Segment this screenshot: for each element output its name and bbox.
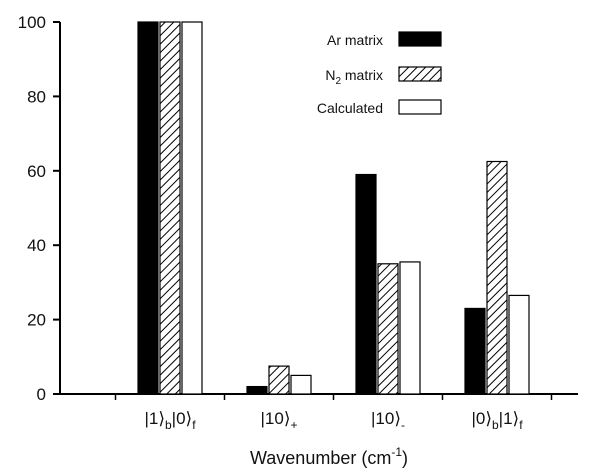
legend-label: Calculated — [317, 100, 383, 116]
bar-n-matrix-4 — [486, 160, 508, 395]
x-tick-label: |10⟩- — [371, 409, 405, 432]
legend-label: N2 matrix — [325, 67, 383, 87]
x-tick-label: |1⟩b|0⟩f — [144, 409, 196, 432]
bar-ar-matrix-2 — [246, 385, 268, 395]
x-tick-label: |0⟩b|1⟩f — [471, 409, 523, 432]
y-tick-label: 20 — [27, 311, 46, 330]
legend-label: Ar matrix — [327, 32, 383, 48]
bar-calculated-4 — [508, 294, 530, 395]
legend-swatch — [398, 66, 442, 82]
bar-ar-matrix-4 — [464, 307, 486, 395]
legend-swatch — [398, 31, 442, 47]
bar-ar-matrix-3 — [355, 173, 377, 395]
bar-n-matrix-1 — [159, 21, 181, 395]
x-tick-label: |10⟩+ — [261, 409, 298, 432]
y-tick-label: 100 — [18, 13, 46, 32]
legend-swatch — [398, 99, 442, 115]
bar-calculated-3 — [399, 261, 421, 395]
bar-n-matrix-2 — [268, 365, 290, 395]
y-tick-label: 80 — [27, 87, 46, 106]
bar-calculated-2 — [290, 374, 312, 395]
bar-ar-matrix-1 — [137, 21, 159, 395]
y-tick-label: 60 — [27, 162, 46, 181]
bar-calculated-1 — [181, 21, 203, 395]
y-tick-label: 40 — [27, 236, 46, 255]
y-tick-label: 0 — [37, 385, 46, 404]
bar-n-matrix-3 — [377, 263, 399, 395]
x-axis-label: Wavenumber (cm-1) — [250, 445, 408, 468]
